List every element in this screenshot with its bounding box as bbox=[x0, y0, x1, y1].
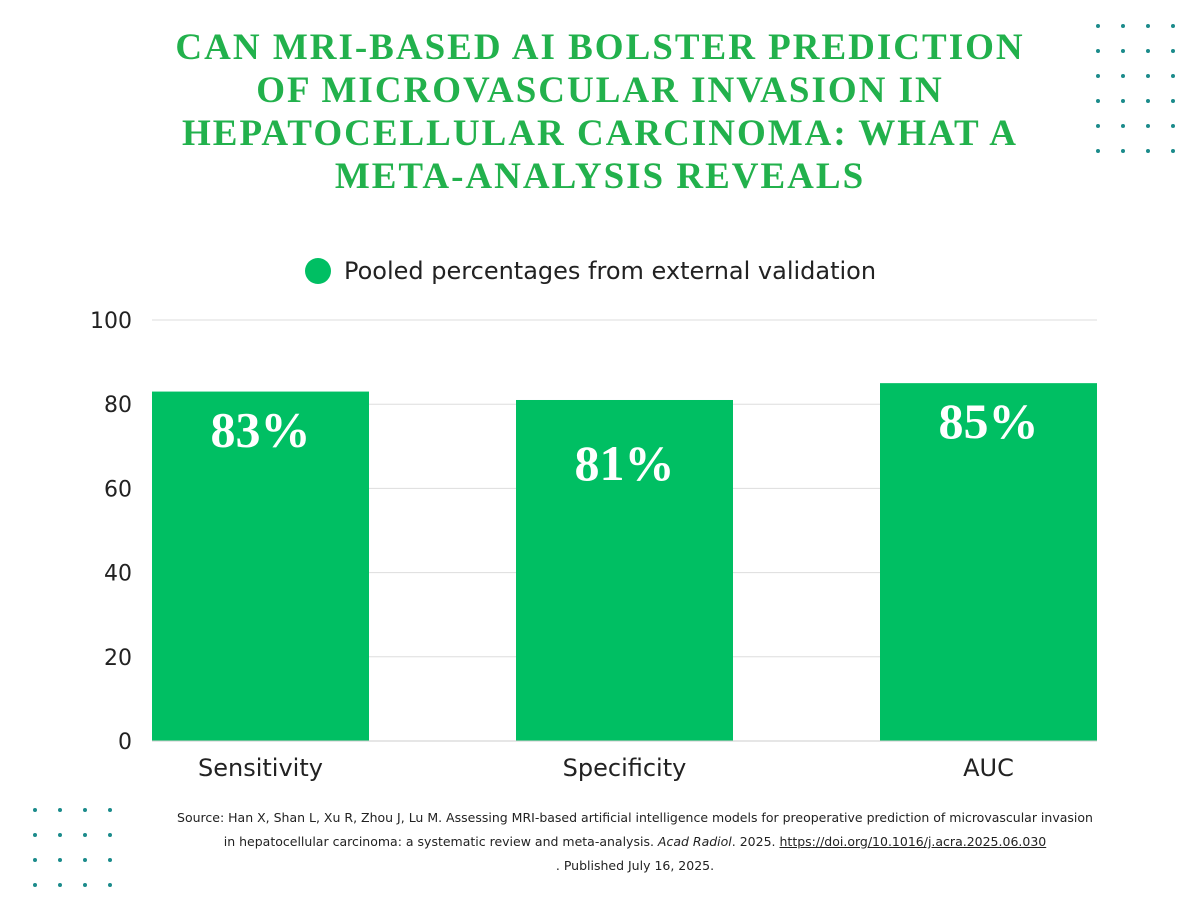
decor-dot bbox=[1121, 24, 1125, 28]
decor-dot bbox=[33, 858, 37, 862]
decor-dot bbox=[83, 808, 87, 812]
decor-dot bbox=[1096, 149, 1100, 153]
decor-dot bbox=[1171, 149, 1175, 153]
decor-dot bbox=[1146, 149, 1150, 153]
decor-dot bbox=[1096, 124, 1100, 128]
data-label: 81% bbox=[575, 435, 675, 491]
source-published: . Published July 16, 2025. bbox=[555, 858, 715, 873]
decor-dot bbox=[1121, 149, 1125, 153]
decor-dot bbox=[108, 858, 112, 862]
doi-link[interactable]: https://doi.org/10.1016/j.acra.2025.06.0… bbox=[779, 834, 1047, 849]
x-tick-label: Specificity bbox=[563, 754, 687, 782]
decor-dot bbox=[108, 833, 112, 837]
decor-dot bbox=[1146, 99, 1150, 103]
decor-dot bbox=[1096, 74, 1100, 78]
y-tick-label: 0 bbox=[118, 730, 132, 755]
decor-dot bbox=[1146, 74, 1150, 78]
decor-dot bbox=[58, 808, 62, 812]
data-label: 85% bbox=[939, 393, 1039, 449]
x-tick-label: Sensitivity bbox=[198, 754, 323, 782]
bar bbox=[516, 399, 733, 741]
source-year: . 2025. bbox=[731, 834, 780, 849]
decor-dot bbox=[1096, 24, 1100, 28]
source-journal: Acad Radiol bbox=[657, 834, 732, 849]
decor-dot bbox=[1121, 74, 1125, 78]
bar-chart: 0 20 40 60 80 100 83% Sensitivity 81% Specificity… bbox=[90, 309, 1097, 782]
decor-dot bbox=[58, 833, 62, 837]
legend: Pooled percentages from external validat… bbox=[305, 255, 876, 287]
legend-label: Pooled percentages from external validat… bbox=[344, 257, 877, 285]
decor-dot bbox=[83, 833, 87, 837]
decor-dot bbox=[1096, 99, 1100, 103]
decor-dot bbox=[1096, 49, 1100, 53]
source-citation: Source: Han X, Shan L, Xu R, Zhou J, Lu … bbox=[175, 806, 1095, 878]
decor-dot bbox=[1121, 99, 1125, 103]
y-tick-label: 100 bbox=[90, 309, 132, 334]
decor-dot bbox=[1171, 99, 1175, 103]
y-tick-label: 80 bbox=[104, 393, 132, 418]
decor-dot bbox=[108, 808, 112, 812]
decor-dot bbox=[1171, 74, 1175, 78]
decor-dot bbox=[1146, 24, 1150, 28]
decor-dot bbox=[1121, 124, 1125, 128]
chart-title: CAN MRI-BASED AI BOLSTER PREDICTION OF M… bbox=[175, 27, 1025, 197]
decor-dot bbox=[83, 858, 87, 862]
decor-dot bbox=[108, 883, 112, 887]
decor-dot bbox=[1171, 124, 1175, 128]
decor-dot bbox=[33, 833, 37, 837]
source-text: Source: Han X, Shan L, Xu R, Zhou J, Lu … bbox=[177, 810, 1093, 849]
decor-dot bbox=[83, 883, 87, 887]
y-tick-label: 60 bbox=[104, 477, 132, 502]
decor-dot bbox=[33, 883, 37, 887]
data-label: 83% bbox=[211, 402, 311, 458]
decor-dot bbox=[33, 808, 37, 812]
decor-dot bbox=[58, 883, 62, 887]
legend-marker bbox=[305, 258, 331, 284]
x-tick-label: AUC bbox=[963, 754, 1014, 782]
bar bbox=[880, 383, 1097, 741]
bar bbox=[152, 391, 369, 741]
decor-dot bbox=[1171, 49, 1175, 53]
decor-dot bbox=[1146, 124, 1150, 128]
decor-dot bbox=[1171, 24, 1175, 28]
y-tick-label: 20 bbox=[104, 646, 132, 671]
decor-dot bbox=[58, 858, 62, 862]
y-tick-label: 40 bbox=[104, 562, 132, 587]
decor-dot bbox=[1121, 49, 1125, 53]
decor-dot bbox=[1146, 49, 1150, 53]
